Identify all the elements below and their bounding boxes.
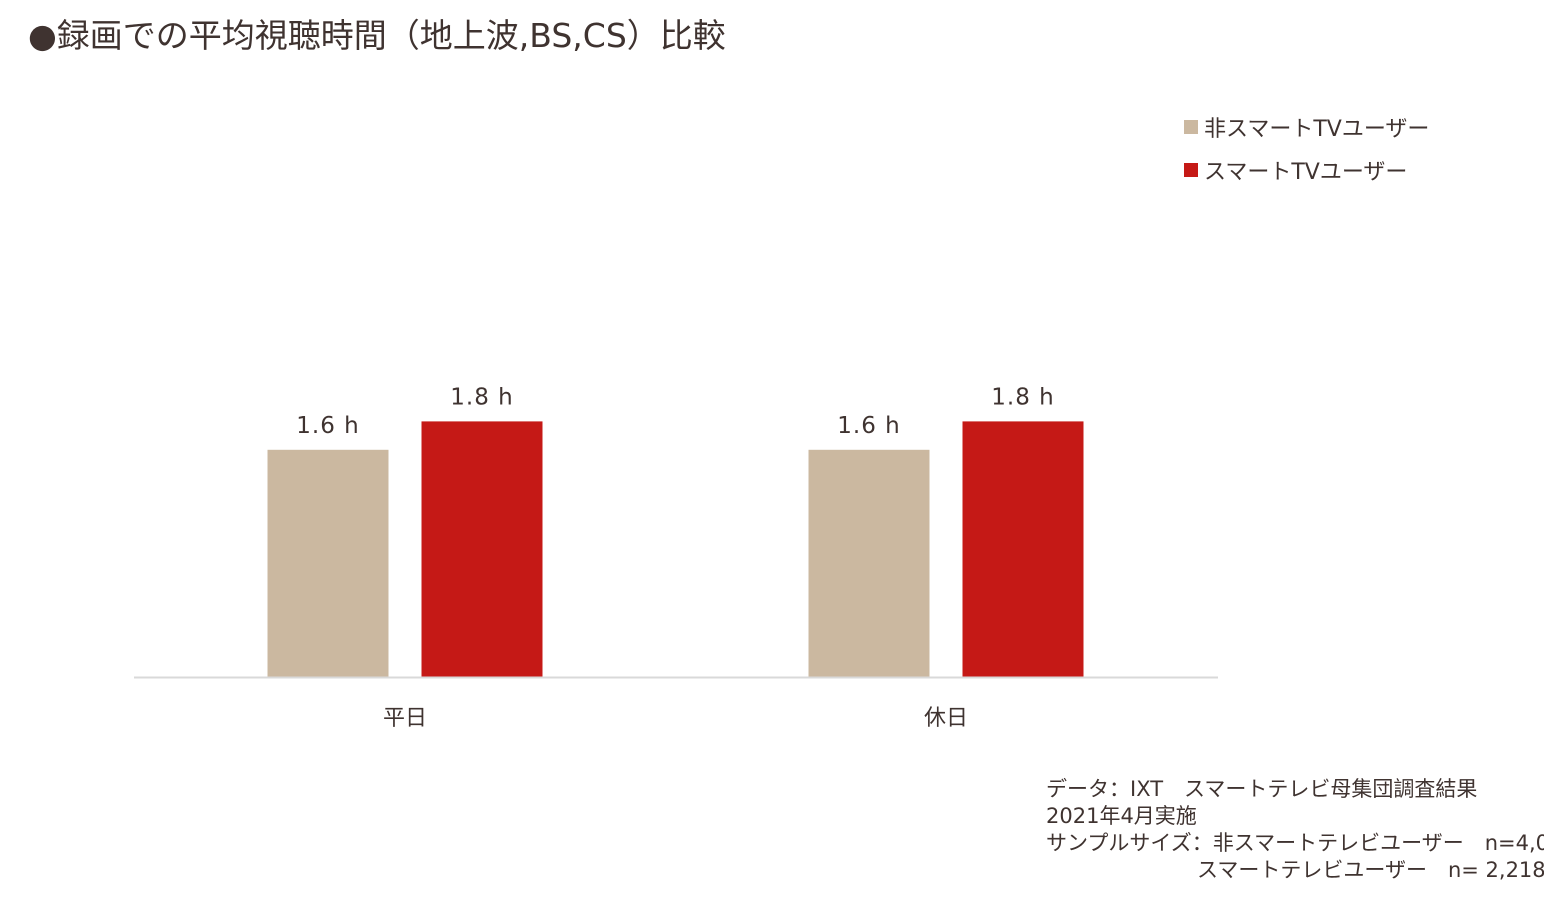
data-label-smart-tv-weekday: 1.8 h [450,384,513,410]
chart-legend: 非スマートTVユーザー スマートTVユーザー [1184,112,1429,198]
bar-smart-tv-holiday [962,421,1084,677]
footnote-line-source: データ：IXT スマートテレビ母集団調査結果 [1046,777,1478,801]
data-source-note: データ：IXT スマートテレビ母集団調査結果 2021年4月実施 サンプルサイズ… [1046,776,1544,884]
legend-item-non-smart-tv: 非スマートTVユーザー [1184,112,1429,142]
chart-title: ●録画での平均視聴時間（地上波,BS,CS）比較 [28,16,726,55]
legend-item-smart-tv: スマートTVユーザー [1184,155,1429,185]
category-label-holiday: 休日 [924,706,968,731]
data-label-non-smart-tv-weekday: 1.6 h [296,413,359,439]
data-label-non-smart-tv-holiday: 1.6 h [837,413,900,439]
data-label-smart-tv-holiday: 1.8 h [991,384,1054,410]
bar-smart-tv-weekday [421,421,543,677]
legend-label-smart-tv: スマートTVユーザー [1204,160,1408,185]
category-label-weekday: 平日 [383,706,427,731]
legend-swatch-smart-tv [1184,163,1198,177]
footnote-line-sample-non-smart: サンプルサイズ：非スマートテレビユーザー n=4,056 [1046,831,1544,855]
bar-non-smart-tv-holiday [808,449,930,677]
bar-non-smart-tv-weekday [267,449,389,677]
legend-label-non-smart-tv: 非スマートTVユーザー [1204,117,1430,142]
legend-swatch-non-smart-tv [1184,120,1198,134]
footnote-line-date: 2021年4月実施 [1046,804,1197,828]
footnote-line-sample-smart: スマートテレビユーザー n= 2,218 [1197,858,1544,882]
